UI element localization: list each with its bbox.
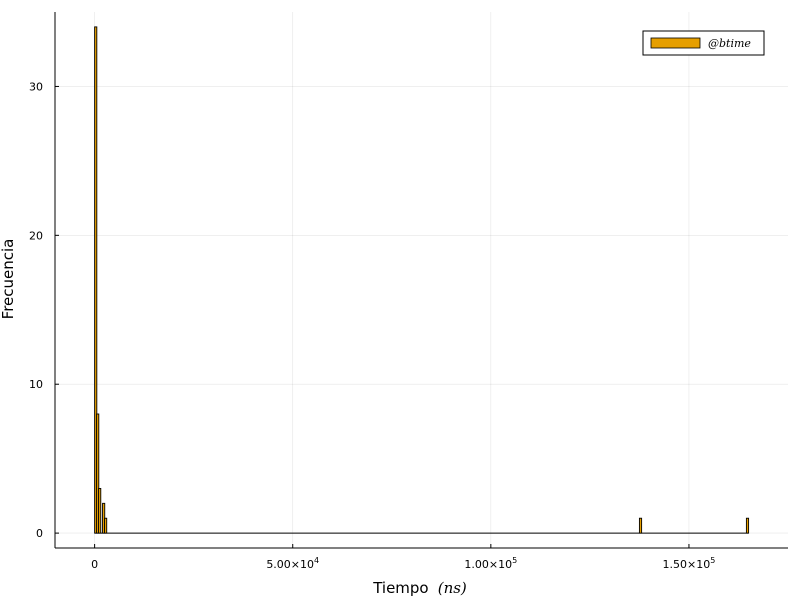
histogram-bar [638,517,643,534]
grid-lines [55,12,788,548]
x-tick-label: 0 [91,558,98,571]
x-tick-label: 5.00×104 [266,556,319,571]
y-tick-label: 10 [29,378,43,391]
axes [54,12,788,549]
histogram-bar [94,26,98,534]
legend: @btime [642,30,765,56]
y-axis-ticks: 0 10 20 30 [29,80,59,540]
histogram-bar [98,487,102,534]
x-axis-ticks: 0 5.00×104 1.00×105 1.50×105 [91,544,715,571]
legend-label: @btime [708,37,751,50]
y-axis-label: Frecuencia [0,239,17,320]
x-axis-label-text: Tiempo [372,579,428,597]
y-tick-label: 30 [29,80,43,93]
legend-swatch [650,37,701,49]
y-tick-label: 20 [29,229,43,242]
histogram-bar [745,517,750,534]
x-tick-label: 1.50×105 [663,556,716,571]
histogram-bars [94,26,750,534]
histogram-bar [96,413,100,534]
x-axis-label-unit: (ns) [438,579,467,597]
y-tick-label: 0 [36,527,43,540]
x-tick-label: 1.00×105 [464,556,517,571]
x-axis-label: Tiempo (ns) [372,578,467,597]
histogram-bar [104,517,108,534]
